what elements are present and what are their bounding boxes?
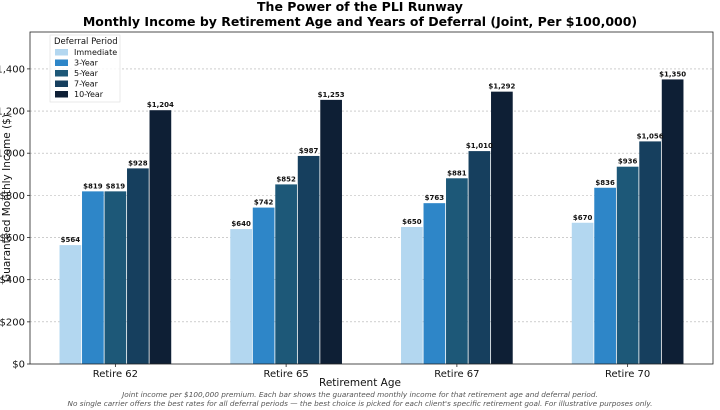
bar [491,91,513,364]
bar [468,151,491,364]
data-label: $936 [618,158,638,166]
legend-swatch [55,59,68,66]
y-axis: $0 $200 $400 $600 $800 $1,000 $1,200 $1,400 [0,64,30,371]
plot-frame [29,31,714,365]
y-tick-label: $400 [0,275,25,286]
legend-title: Deferral Period [54,37,118,47]
legend-entry: 10-Year [74,90,104,99]
chart-title: The Power of the PLI Runway [257,0,463,14]
footnote-line-2: No single carrier offers the best rates … [68,399,653,408]
data-label: $1,350 [659,70,686,78]
bar [104,191,127,364]
bar [230,229,252,364]
bar [252,207,275,364]
data-label: $742 [254,199,274,207]
data-label: $1,010 [466,142,493,150]
bar [571,222,594,364]
y-tick-label: $1,400 [0,64,25,75]
y-tick-label: $0 [12,360,25,371]
bar [594,187,616,364]
bar [401,226,423,364]
data-label: $640 [231,220,251,228]
y-tick-label: $200 [0,317,25,328]
legend-swatch [55,49,68,56]
x-axis-label: Retirement Age [319,377,401,389]
legend-entry: 5-Year [74,69,99,78]
bar [661,79,684,364]
y-tick-label: $600 [0,233,25,244]
legend-entry: 7-Year [74,80,99,89]
data-label: $987 [299,147,319,155]
data-label: $763 [425,194,445,202]
y-axis-label: Guaranteed Monthly Income ($) [1,114,13,282]
bars [59,79,684,365]
y-tick-label: $800 [0,191,25,202]
legend-swatch [55,70,68,77]
x-tick-label: Retire 62 [93,369,138,380]
y-tick-label: $1,200 [0,107,25,118]
bar [127,168,149,364]
data-label: $1,056 [637,132,664,140]
data-label: $928 [128,159,148,167]
data-label: $1,204 [147,101,174,109]
bar [423,203,446,364]
data-label: $881 [447,169,467,177]
data-label: $564 [61,236,81,244]
x-tick-label: Retire 65 [263,369,308,380]
data-label: $819 [106,182,126,190]
data-label: $1,292 [488,83,515,91]
bar [446,178,468,364]
footnote-line-1: Joint income per $100,000 premium. Each … [120,390,598,399]
bar [616,166,639,364]
legend-box [49,34,121,103]
bar [297,155,320,364]
x-tick-label: Retire 67 [434,369,479,380]
bar [149,110,172,365]
data-labels: $564 $819 $819 $928 $1,204 $640 $742 $852 $987 $1… [61,70,687,244]
data-label: $836 [595,179,615,187]
chart-subtitle: Monthly Income by Retirement Age and Yea… [83,14,637,29]
y-tick-label: $1,000 [0,149,25,160]
bar [275,184,297,364]
data-label: $1,253 [318,91,345,99]
legend-swatch [55,80,68,87]
legend-swatch [55,91,68,98]
bar [59,245,82,364]
bar [320,99,342,365]
legend-entry: 3-Year [74,59,99,68]
data-label: $852 [276,175,296,183]
bar [82,191,104,364]
x-tick-label: Retire 70 [605,369,650,380]
data-label: $670 [573,214,593,222]
legend-entry: Immediate [74,48,117,57]
x-axis: Retire 62 Retire 65 Retire 67 Retire 70 [93,364,650,380]
data-label: $819 [83,182,103,190]
bar [639,141,661,364]
data-label: $650 [402,218,422,226]
